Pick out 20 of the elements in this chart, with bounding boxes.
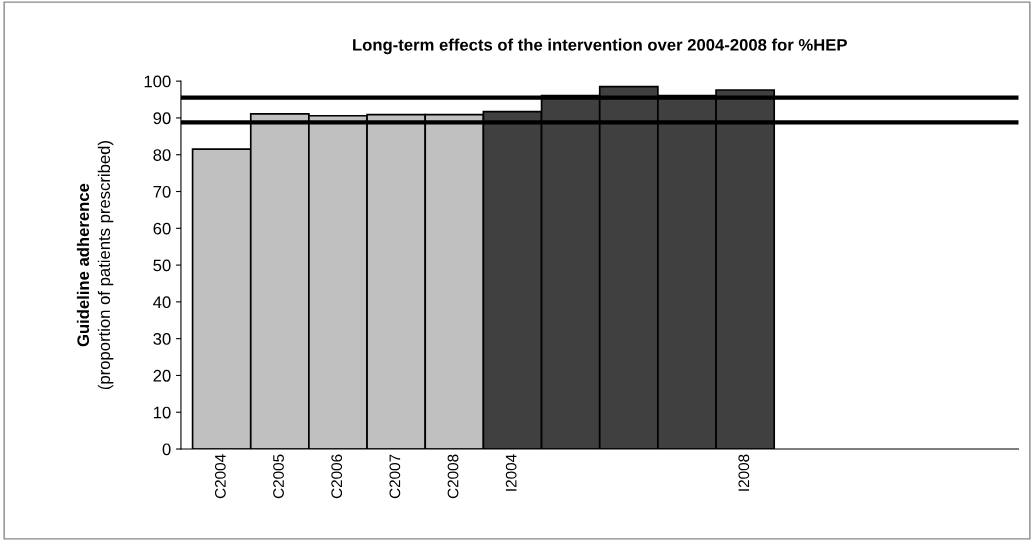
- y-tick-label: 70: [153, 185, 171, 198]
- y-tick-label: 0: [162, 443, 171, 456]
- x-tick-label: C2005: [273, 454, 284, 499]
- chart-title: Long-term effects of the intervention over 2004-2008 for %HEP: [353, 38, 847, 55]
- y-axis-title: Guideline adherence (proportion of patients prescribed): [76, 141, 114, 390]
- x-tick-label: C2007: [389, 454, 401, 499]
- x-tick-label: C2008: [447, 454, 459, 499]
- y-tick-label: 30: [153, 333, 171, 345]
- x-tick-label: C2004: [214, 454, 226, 499]
- y-tick-label: 10: [153, 406, 171, 419]
- y-tick-label: 20: [153, 369, 171, 382]
- y-tick-label: 100: [144, 75, 171, 88]
- x-tick-label: C2006: [331, 454, 343, 499]
- y-tick-label: 50: [153, 259, 171, 272]
- x-tick-label: I2004: [505, 454, 517, 491]
- y-tick-label: 40: [153, 296, 171, 309]
- y-tick-label: 60: [153, 222, 171, 235]
- y-tick-label: 80: [153, 149, 171, 161]
- y-tick-label: 90: [153, 112, 171, 125]
- x-tick-label: I2008: [738, 454, 750, 491]
